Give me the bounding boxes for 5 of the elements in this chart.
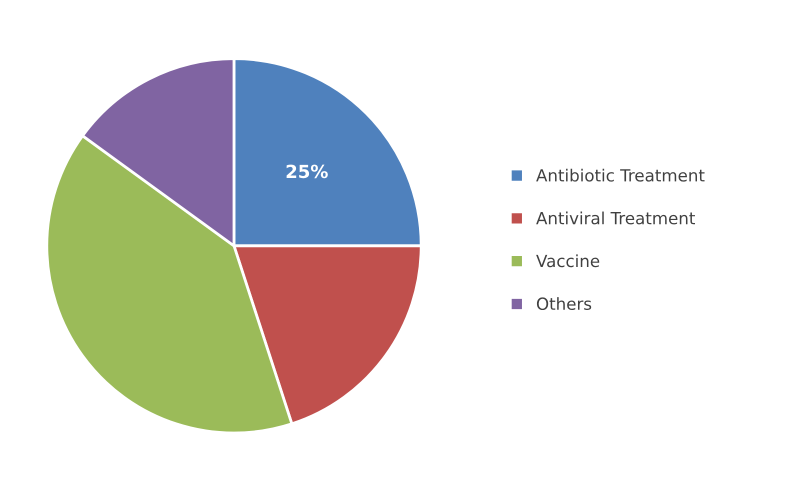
legend-label: Antiviral Treatment bbox=[536, 212, 696, 224]
legend-label: Antibiotic Treatment bbox=[536, 168, 705, 182]
data-label: 25% bbox=[286, 164, 328, 178]
legend-label: Vaccine bbox=[536, 254, 600, 268]
legend-label: Others bbox=[536, 297, 592, 310]
